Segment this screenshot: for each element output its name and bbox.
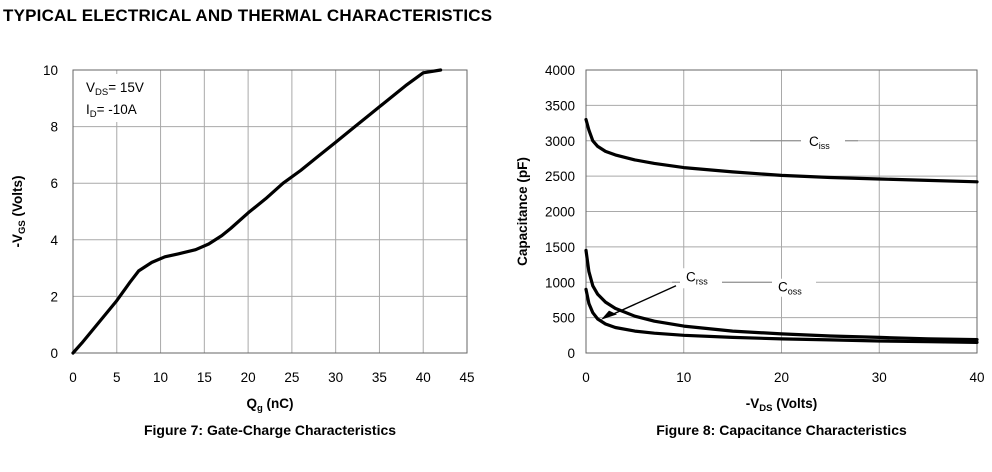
crss-curve bbox=[584, 287, 979, 344]
crss-label: Crss bbox=[686, 269, 708, 286]
figure-8-caption: Figure 8: Capacitance Characteristics bbox=[656, 422, 907, 438]
y-tick-label: 10 bbox=[43, 63, 58, 78]
ciss-label-background bbox=[801, 129, 845, 150]
crss-pointer-arrowhead bbox=[601, 310, 617, 320]
y-tick-label: 4 bbox=[50, 233, 58, 248]
y-tick-label: 500 bbox=[552, 311, 575, 326]
ciss-curve bbox=[584, 117, 979, 184]
coss-label: Coss bbox=[778, 280, 802, 297]
y-tick-label: 3500 bbox=[545, 98, 575, 113]
y-tick-label: 1000 bbox=[545, 275, 575, 290]
y-axis-title: -VGS (Volts) bbox=[10, 176, 28, 248]
x-axis-title: -VDS (Volts) bbox=[746, 396, 817, 414]
x-tick-label: 20 bbox=[241, 370, 256, 385]
plot-frame bbox=[72, 69, 468, 354]
section-title: TYPICAL ELECTRICAL AND THERMAL CHARACTER… bbox=[3, 6, 493, 25]
x-tick-label: 30 bbox=[328, 370, 343, 385]
annotation-background bbox=[75, 74, 159, 122]
x-tick-label: 40 bbox=[969, 370, 984, 385]
ciss-label: Ciss bbox=[809, 134, 830, 151]
coss-label-background bbox=[772, 278, 816, 297]
x-tick-label: 40 bbox=[416, 370, 431, 385]
y-tick-label: 0 bbox=[567, 346, 575, 361]
x-tick-label: 35 bbox=[372, 370, 387, 385]
x-tick-label: 10 bbox=[676, 370, 691, 385]
y-tick-label: 0 bbox=[50, 346, 58, 361]
gate-charge-curve bbox=[71, 68, 443, 355]
x-tick-label: 0 bbox=[582, 370, 590, 385]
figure-8-capacitance-chart: 0 10 20 30 40 0 500 1000 1500 2000 2500 3000 3500 400… bbox=[515, 63, 985, 438]
coss-curve bbox=[584, 248, 979, 342]
crss-label-background bbox=[680, 268, 722, 289]
x-tick-label: 45 bbox=[459, 370, 474, 385]
y-tick-label: 4000 bbox=[545, 63, 575, 78]
y-tick-label: 2500 bbox=[545, 169, 575, 184]
x-axis-title: Qg (nC) bbox=[246, 396, 293, 414]
y-tick-label: 2000 bbox=[545, 205, 575, 220]
y-tick-label: 3000 bbox=[545, 134, 575, 149]
y-axis-title: Capacitance (pF) bbox=[515, 157, 530, 266]
x-tick-label: 0 bbox=[69, 370, 77, 385]
y-tick-label: 8 bbox=[50, 120, 58, 135]
figure-7-gate-charge-chart: 0 5 10 15 20 25 30 35 40 45 0 2 4 6 8 10 VDS= 15V ID= -10… bbox=[10, 63, 475, 438]
y-tick-label: 1500 bbox=[545, 240, 575, 255]
crss-pointer-line bbox=[609, 285, 677, 317]
x-tick-label: 30 bbox=[872, 370, 887, 385]
x-tick-label: 20 bbox=[774, 370, 789, 385]
y-tick-label: 6 bbox=[50, 176, 58, 191]
annotation-vds: VDS= 15V bbox=[86, 80, 144, 98]
plot-frame bbox=[585, 69, 978, 354]
figure-7-caption: Figure 7: Gate-Charge Characteristics bbox=[144, 422, 396, 438]
annotation-id: ID= -10A bbox=[86, 102, 137, 120]
y-tick-label: 2 bbox=[50, 289, 58, 304]
x-tick-label: 10 bbox=[153, 370, 168, 385]
x-tick-label: 15 bbox=[197, 370, 212, 385]
x-tick-label: 5 bbox=[113, 370, 121, 385]
x-tick-label: 25 bbox=[284, 370, 299, 385]
